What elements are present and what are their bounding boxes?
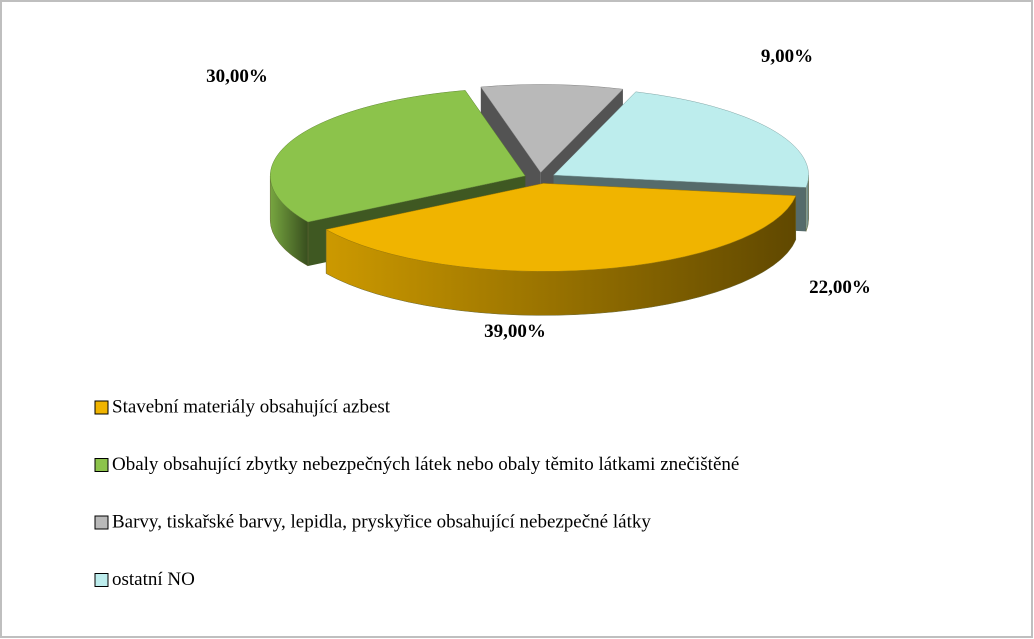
slice xyxy=(553,91,809,188)
legend-label: Obaly obsahující zbytky nebezpečných lát… xyxy=(112,454,739,475)
legend-label: Barvy, tiskařské barvy, lepidla, pryskyř… xyxy=(112,511,651,532)
slice xyxy=(480,84,624,173)
legend-swatch xyxy=(94,458,109,472)
value-label: 39,00% xyxy=(484,321,546,342)
legend: Stavební materiály obsahující azbest Obal… xyxy=(94,396,739,590)
legend-swatch xyxy=(94,400,109,415)
slice-side xyxy=(480,87,541,217)
legend-swatch xyxy=(94,573,109,587)
pie xyxy=(269,84,809,316)
value-label: 9,00% xyxy=(761,46,813,67)
slice xyxy=(325,183,797,272)
legend-swatch xyxy=(94,515,109,530)
value-label: 22,00% xyxy=(809,277,871,298)
slice xyxy=(270,90,526,223)
legend-label: Stavební materiály obsahující azbest xyxy=(112,396,391,417)
legend-label: ostatní NO xyxy=(112,569,195,590)
value-label: 30,00% xyxy=(206,66,268,87)
